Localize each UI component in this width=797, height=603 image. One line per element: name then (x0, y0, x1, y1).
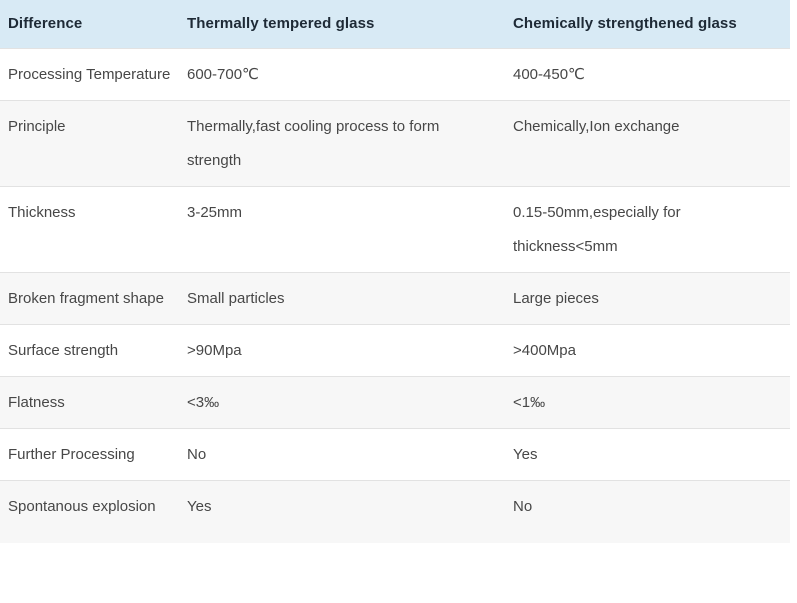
row-label: Principle (8, 117, 66, 135)
thermal-value: <3‰ (187, 393, 220, 411)
chemical-value: 0.15-50mm,especially for thickness<5mm (513, 203, 681, 255)
chemical-value: Yes (513, 445, 538, 463)
header-cell-chemically-strengthened: Chemically strengthened glass (505, 0, 790, 48)
row-label: Broken fragment shape (8, 289, 164, 307)
header-row: Difference Thermally tempered glass Chem… (0, 0, 790, 48)
header-cell-difference: Difference (0, 0, 179, 48)
chemical-value: 400-450℃ (513, 65, 585, 83)
row-label: Processing Temperature (8, 65, 171, 83)
table-row-broken-fragment-shape: Broken fragment shape Small particles La… (0, 272, 790, 324)
chemical-value: Chemically,Ion exchange (513, 117, 680, 135)
table-row-principle: Principle Thermally,fast cooling process… (0, 100, 790, 186)
table-row-further-processing: Further Processing No Yes (0, 428, 790, 480)
thermal-value: Small particles (187, 289, 285, 307)
table-row-processing-temperature: Processing Temperature 600-700℃ 400-450℃ (0, 48, 790, 100)
chemical-value: Large pieces (513, 289, 599, 307)
chemical-value: No (513, 497, 533, 515)
row-label: Flatness (8, 393, 65, 411)
thermal-value: 3-25mm (187, 203, 243, 221)
thermal-value: >90Mpa (187, 341, 242, 359)
thermal-value: 600-700℃ (187, 65, 259, 83)
row-label: Thickness (8, 203, 76, 221)
chemical-value: >400Mpa (513, 341, 576, 359)
table-header: Difference Thermally tempered glass Chem… (0, 0, 790, 48)
table-body: Processing Temperature 600-700℃ 400-450℃… (0, 48, 790, 543)
table-row-surface-strength: Surface strength >90Mpa >400Mpa (0, 324, 790, 376)
row-label: Surface strength (8, 341, 119, 359)
header-cell-thermally-tempered: Thermally tempered glass (179, 0, 505, 48)
table-row-spontanous-explosion: Spontanous explosion Yes No (0, 480, 790, 543)
thermal-value: Yes (187, 497, 212, 515)
thermal-value: No (187, 445, 207, 463)
chemical-value: <1‰ (513, 393, 546, 411)
row-label: Further Processing (8, 445, 135, 463)
thermal-value: Thermally,fast cooling process to form s… (187, 117, 440, 169)
table-row-thickness: Thickness 3-25mm 0.15-50mm,especially fo… (0, 186, 790, 272)
table-row-flatness: Flatness <3‰ <1‰ (0, 376, 790, 428)
glass-comparison-table: Difference Thermally tempered glass Chem… (0, 0, 790, 543)
row-label: Spontanous explosion (8, 497, 156, 515)
